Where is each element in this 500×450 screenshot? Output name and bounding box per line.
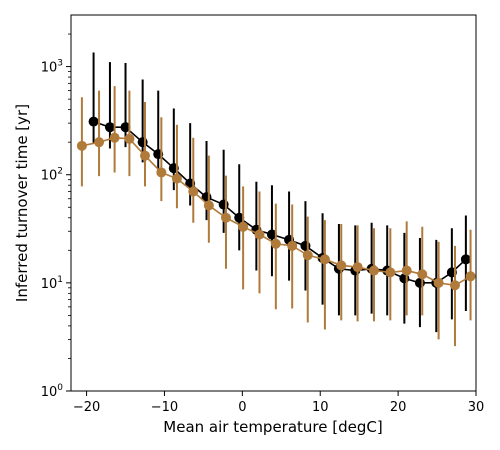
plot-content <box>76 52 476 347</box>
data-point-1-4 <box>139 150 150 161</box>
data-point-1-22 <box>433 277 444 288</box>
data-point-0-13 <box>300 240 311 251</box>
data-point-1-7 <box>188 186 199 197</box>
data-point-0-23 <box>460 254 471 265</box>
x-tick-label-5: 30 <box>468 400 485 415</box>
series-1 <box>76 86 476 347</box>
x-tick-label-4: 20 <box>390 400 407 415</box>
data-point-1-5 <box>156 167 167 178</box>
data-point-1-21 <box>417 269 428 280</box>
data-point-1-11 <box>254 229 265 240</box>
data-point-1-13 <box>287 240 298 251</box>
x-axis-label: Mean air temperature [degC] <box>163 418 382 436</box>
y-axis-label: Inferred turnover time [yr] <box>13 104 31 302</box>
data-point-1-1 <box>94 137 105 148</box>
data-point-1-8 <box>203 200 214 211</box>
data-point-0-3 <box>137 137 148 148</box>
y-tick-exponent-0: 0 <box>57 383 63 393</box>
x-tick-label-1: −10 <box>151 400 178 415</box>
data-point-0-11 <box>266 229 277 240</box>
data-point-1-20 <box>401 265 412 276</box>
data-point-1-24 <box>465 271 476 282</box>
data-point-1-3 <box>124 133 135 144</box>
data-point-1-18 <box>368 265 379 276</box>
data-point-1-10 <box>238 221 249 232</box>
data-point-1-9 <box>220 212 231 223</box>
plot-frame <box>70 14 477 392</box>
x-tick-label-0: −20 <box>73 400 100 415</box>
data-point-1-0 <box>76 140 87 151</box>
data-point-1-17 <box>352 262 363 273</box>
data-point-1-14 <box>302 250 313 261</box>
x-tick-label-3: 10 <box>312 400 329 415</box>
data-point-1-16 <box>336 260 347 271</box>
data-point-1-6 <box>171 173 182 184</box>
data-point-0-8 <box>218 199 229 210</box>
y-tick-exponent-2: 2 <box>57 167 63 177</box>
data-point-0-0 <box>88 116 99 127</box>
data-point-1-15 <box>319 254 330 265</box>
data-point-0-9 <box>234 212 245 223</box>
data-point-1-23 <box>449 280 460 291</box>
data-point-1-12 <box>270 238 281 249</box>
data-point-0-2 <box>120 122 131 133</box>
data-point-1-2 <box>109 132 120 143</box>
data-point-0-20 <box>414 277 425 288</box>
y-tick-exponent-3: 3 <box>57 59 63 69</box>
data-point-1-19 <box>385 267 396 278</box>
data-point-0-1 <box>104 122 115 133</box>
y-tick-exponent-1: 1 <box>57 275 63 285</box>
x-tick-label-2: 0 <box>238 400 246 415</box>
